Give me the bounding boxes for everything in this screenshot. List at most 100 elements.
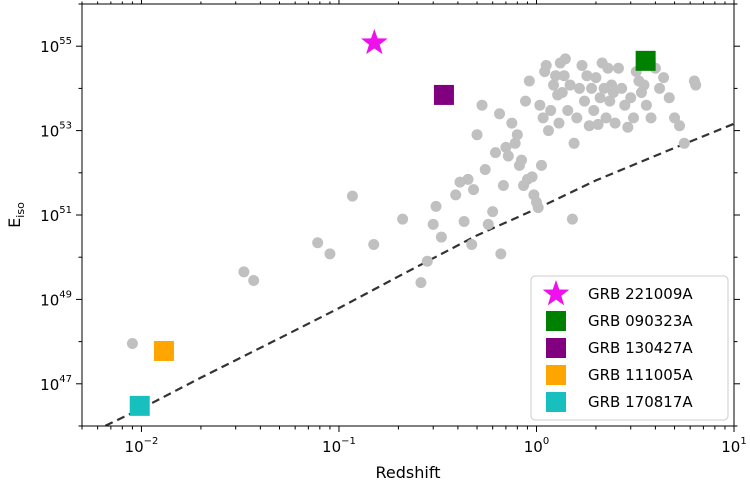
sample-point <box>430 200 442 212</box>
sample-point <box>592 118 604 130</box>
sample-point <box>495 248 507 260</box>
sample-point <box>489 147 501 159</box>
y-axis-title-sub: iso <box>14 202 27 218</box>
x-tick-label: 10−1 <box>322 436 356 456</box>
sample-point <box>548 79 560 91</box>
x-tick-label: 10−2 <box>125 436 159 456</box>
legend-frame <box>530 275 729 421</box>
sample-point <box>612 62 624 74</box>
y-tick-label: 1051 <box>40 205 72 225</box>
sample-point <box>542 125 554 137</box>
sample-point <box>534 99 546 111</box>
sample-point <box>545 104 557 116</box>
sample-point <box>346 190 358 202</box>
sample-point <box>566 213 578 225</box>
sample-point <box>248 275 260 287</box>
sample-point <box>476 99 488 111</box>
sample-point <box>532 202 544 214</box>
background-points-layer <box>126 53 702 350</box>
sample-point <box>537 112 549 124</box>
sample-point <box>616 82 628 94</box>
sample-point <box>669 112 681 124</box>
sample-point <box>654 82 666 94</box>
sample-point <box>368 238 380 250</box>
grb-marker <box>635 50 656 71</box>
sample-point <box>604 95 616 107</box>
sample-point <box>471 129 483 141</box>
sample-point <box>568 137 580 149</box>
sample-point <box>550 70 562 82</box>
legend-marker <box>546 311 566 331</box>
y-tick-label-exp: 47 <box>59 374 72 385</box>
legend-label: GRB 090323A <box>588 312 693 330</box>
sample-point <box>622 121 634 133</box>
sample-point <box>607 86 619 98</box>
highlight-points-layer <box>129 28 656 416</box>
legend-marker <box>546 392 566 412</box>
y-tick-label-exp: 51 <box>59 205 72 216</box>
legend-label: GRB 130427A <box>588 339 693 357</box>
sample-point <box>520 95 532 107</box>
sample-point <box>590 72 602 84</box>
sample-point <box>415 277 427 289</box>
legend-marker <box>542 280 570 306</box>
sample-point <box>576 59 588 71</box>
sample-point <box>588 104 600 116</box>
sample-point <box>526 171 538 183</box>
sample-point <box>458 216 470 228</box>
sample-point <box>494 108 506 120</box>
x-tick-label-exp: −1 <box>341 436 356 447</box>
sample-point <box>638 79 650 91</box>
sample-point <box>663 92 675 104</box>
x-tick-label-base: 10 <box>524 438 543 456</box>
grb-marker <box>361 28 388 55</box>
sample-point <box>466 238 478 250</box>
y-tick-label-base: 10 <box>40 291 59 309</box>
sample-point <box>562 104 574 116</box>
legend-label: GRB 221009A <box>588 285 693 303</box>
sample-point <box>540 59 552 71</box>
legend-label: GRB 170817A <box>588 393 693 411</box>
sample-point <box>573 82 585 94</box>
sample-point <box>556 86 568 98</box>
sample-point <box>468 184 480 196</box>
sample-point <box>435 231 447 243</box>
y-tick-label-base: 10 <box>40 38 59 56</box>
sample-point <box>509 137 521 149</box>
y-tick-label-exp: 53 <box>59 121 72 132</box>
sample-point <box>559 53 571 65</box>
sample-point <box>511 129 523 141</box>
sample-point <box>645 112 657 124</box>
sample-point <box>581 70 593 82</box>
sample-point <box>421 255 433 267</box>
sample-point <box>238 266 250 278</box>
sample-point <box>594 92 606 104</box>
sample-point <box>640 99 652 111</box>
sample-point <box>506 117 518 129</box>
sample-point <box>564 79 576 91</box>
sample-point <box>609 117 621 129</box>
y-tick-label: 1053 <box>40 121 72 141</box>
sample-point <box>500 141 512 153</box>
threshold-line <box>102 122 734 426</box>
y-tick-label-base: 10 <box>40 376 59 394</box>
sample-point <box>602 62 614 74</box>
sample-point <box>658 72 670 84</box>
sample-point <box>558 70 570 82</box>
y-tick-label-base: 10 <box>40 207 59 225</box>
x-tick-label-exp: 1 <box>740 436 746 447</box>
sample-point <box>324 248 336 260</box>
sample-point <box>586 82 598 94</box>
sample-point <box>479 163 491 175</box>
sample-point <box>487 206 499 218</box>
sample-point <box>553 117 565 129</box>
sample-point <box>312 237 324 249</box>
x-axis-title: Redshift <box>376 463 441 482</box>
x-tick-label: 101 <box>721 436 746 456</box>
threshold-layer <box>102 122 734 426</box>
sample-point <box>450 189 462 201</box>
y-tick-label: 1049 <box>40 289 72 309</box>
sample-point <box>690 79 702 91</box>
